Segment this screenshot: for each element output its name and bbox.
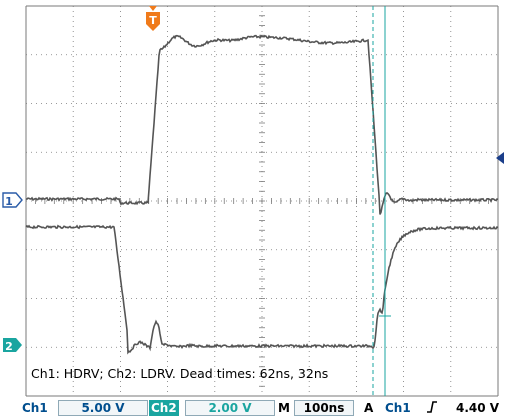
- timebase-label: M: [278, 401, 290, 415]
- ch1-scale-value[interactable]: 5.00 V: [58, 400, 148, 416]
- trigger-level[interactable]: 4.40 V: [456, 401, 500, 415]
- ch2-scale-value[interactable]: 2.00 V: [185, 400, 275, 416]
- ch1-marker-label: 1: [5, 195, 13, 208]
- trigger-marker-label: T: [149, 14, 157, 27]
- ch1-ground-marker[interactable]: 1: [2, 192, 23, 208]
- ch2-marker-label: 2: [5, 340, 13, 353]
- trigger-source[interactable]: Ch1: [385, 401, 411, 415]
- trigger-position-marker[interactable]: T: [146, 6, 160, 31]
- status-bar: Ch1 5.00 V Ch2 2.00 V M 100ns A Ch1 4.40…: [0, 398, 508, 418]
- scope-caption: Ch1: HDRV; Ch2: LDRV. Dead times: 62ns, …: [31, 366, 329, 381]
- ch2-ground-marker[interactable]: 2: [3, 338, 22, 353]
- timebase-value[interactable]: 100ns: [294, 400, 354, 416]
- ch2-ldrv-trace: [25, 224, 499, 355]
- ch2-label[interactable]: Ch2: [149, 400, 179, 416]
- ch1-label[interactable]: Ch1: [22, 401, 48, 415]
- graticule: [25, 5, 499, 397]
- rising-edge-icon: [426, 400, 438, 416]
- trigger-mode: A: [364, 401, 374, 415]
- trigger-level-arrow-icon[interactable]: [496, 152, 504, 164]
- ch1-hdrv-trace: [25, 34, 499, 215]
